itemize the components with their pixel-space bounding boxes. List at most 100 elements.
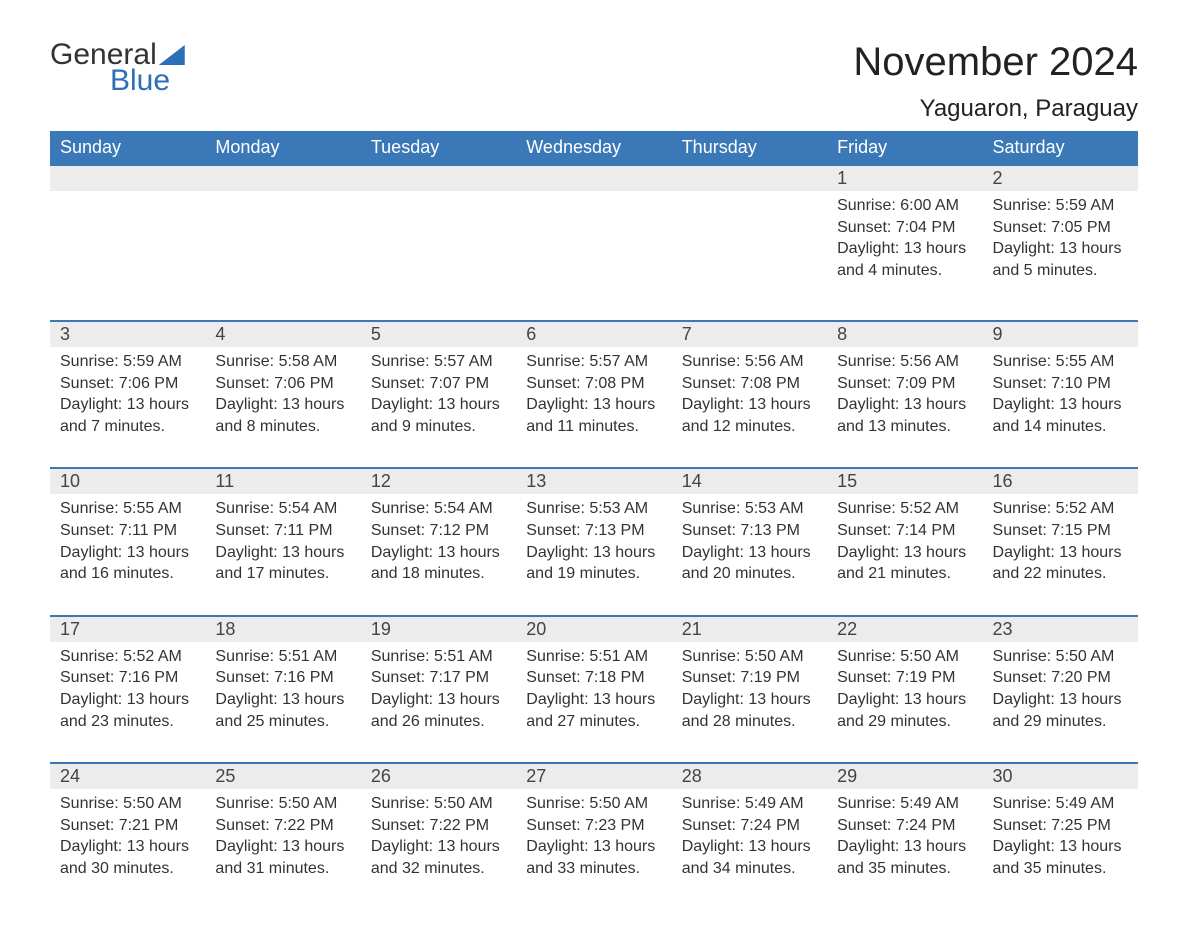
day-details <box>516 191 671 320</box>
daylight-text: Daylight: 13 hours and 27 minutes. <box>526 689 661 732</box>
day-cell: . <box>516 165 671 321</box>
sunrise-text: Sunrise: 5:53 AM <box>526 498 661 520</box>
day-header: Saturday <box>983 131 1138 165</box>
day-details: Sunrise: 5:55 AMSunset: 7:10 PMDaylight:… <box>983 347 1138 467</box>
sunset-text: Sunset: 7:13 PM <box>526 520 661 542</box>
sunset-text: Sunset: 7:24 PM <box>682 815 817 837</box>
day-number: 27 <box>516 764 671 789</box>
brand-word2: Blue <box>110 66 185 96</box>
sunrise-text: Sunrise: 5:54 AM <box>371 498 506 520</box>
sunrise-text: Sunrise: 5:58 AM <box>215 351 350 373</box>
day-number: 10 <box>50 469 205 494</box>
week-row: .....1Sunrise: 6:00 AMSunset: 7:04 PMDay… <box>50 165 1138 321</box>
week-row: 24Sunrise: 5:50 AMSunset: 7:21 PMDayligh… <box>50 763 1138 909</box>
day-header: Tuesday <box>361 131 516 165</box>
day-number: 19 <box>361 617 516 642</box>
day-details: Sunrise: 5:50 AMSunset: 7:19 PMDaylight:… <box>672 642 827 762</box>
week-row: 3Sunrise: 5:59 AMSunset: 7:06 PMDaylight… <box>50 321 1138 468</box>
sunset-text: Sunset: 7:25 PM <box>993 815 1128 837</box>
day-number: . <box>672 166 827 191</box>
day-cell: 1Sunrise: 6:00 AMSunset: 7:04 PMDaylight… <box>827 165 982 321</box>
daylight-text: Daylight: 13 hours and 16 minutes. <box>60 542 195 585</box>
day-cell: 9Sunrise: 5:55 AMSunset: 7:10 PMDaylight… <box>983 321 1138 468</box>
day-number: 25 <box>205 764 360 789</box>
daylight-text: Daylight: 13 hours and 22 minutes. <box>993 542 1128 585</box>
day-details: Sunrise: 5:59 AMSunset: 7:05 PMDaylight:… <box>983 191 1138 311</box>
sunset-text: Sunset: 7:21 PM <box>60 815 195 837</box>
day-cell: 3Sunrise: 5:59 AMSunset: 7:06 PMDaylight… <box>50 321 205 468</box>
day-header: Thursday <box>672 131 827 165</box>
day-number: 2 <box>983 166 1138 191</box>
day-details <box>672 191 827 320</box>
sunrise-text: Sunrise: 5:56 AM <box>682 351 817 373</box>
sunrise-text: Sunrise: 5:50 AM <box>371 793 506 815</box>
day-cell: 8Sunrise: 5:56 AMSunset: 7:09 PMDaylight… <box>827 321 982 468</box>
daylight-text: Daylight: 13 hours and 21 minutes. <box>837 542 972 585</box>
day-details: Sunrise: 5:55 AMSunset: 7:11 PMDaylight:… <box>50 494 205 614</box>
day-header: Friday <box>827 131 982 165</box>
sunset-text: Sunset: 7:23 PM <box>526 815 661 837</box>
sunset-text: Sunset: 7:14 PM <box>837 520 972 542</box>
sunrise-text: Sunrise: 5:50 AM <box>60 793 195 815</box>
day-number: . <box>361 166 516 191</box>
sunset-text: Sunset: 7:19 PM <box>682 667 817 689</box>
day-header: Monday <box>205 131 360 165</box>
daylight-text: Daylight: 13 hours and 4 minutes. <box>837 238 972 281</box>
day-cell: 17Sunrise: 5:52 AMSunset: 7:16 PMDayligh… <box>50 616 205 763</box>
day-cell: 14Sunrise: 5:53 AMSunset: 7:13 PMDayligh… <box>672 468 827 615</box>
day-details: Sunrise: 5:56 AMSunset: 7:08 PMDaylight:… <box>672 347 827 467</box>
sunrise-text: Sunrise: 5:51 AM <box>371 646 506 668</box>
sunset-text: Sunset: 7:11 PM <box>60 520 195 542</box>
sunset-text: Sunset: 7:19 PM <box>837 667 972 689</box>
sunrise-text: Sunrise: 5:52 AM <box>993 498 1128 520</box>
sunrise-text: Sunrise: 5:49 AM <box>993 793 1128 815</box>
day-cell: . <box>361 165 516 321</box>
sunrise-text: Sunrise: 5:50 AM <box>837 646 972 668</box>
page-header: General Blue November 2024 Yaguaron, Par… <box>50 40 1138 123</box>
sunrise-text: Sunrise: 5:59 AM <box>993 195 1128 217</box>
sunrise-text: Sunrise: 5:59 AM <box>60 351 195 373</box>
day-number: 17 <box>50 617 205 642</box>
day-number: 28 <box>672 764 827 789</box>
day-details: Sunrise: 5:58 AMSunset: 7:06 PMDaylight:… <box>205 347 360 467</box>
daylight-text: Daylight: 13 hours and 9 minutes. <box>371 394 506 437</box>
sunset-text: Sunset: 7:15 PM <box>993 520 1128 542</box>
day-details: Sunrise: 5:50 AMSunset: 7:22 PMDaylight:… <box>361 789 516 909</box>
day-details: Sunrise: 5:50 AMSunset: 7:21 PMDaylight:… <box>50 789 205 909</box>
sail-icon <box>159 45 185 65</box>
day-cell: 20Sunrise: 5:51 AMSunset: 7:18 PMDayligh… <box>516 616 671 763</box>
daylight-text: Daylight: 13 hours and 13 minutes. <box>837 394 972 437</box>
day-details: Sunrise: 5:57 AMSunset: 7:07 PMDaylight:… <box>361 347 516 467</box>
day-cell: 11Sunrise: 5:54 AMSunset: 7:11 PMDayligh… <box>205 468 360 615</box>
sunrise-text: Sunrise: 5:55 AM <box>60 498 195 520</box>
day-header: Sunday <box>50 131 205 165</box>
sunset-text: Sunset: 7:08 PM <box>682 373 817 395</box>
location-label: Yaguaron, Paraguay <box>853 95 1138 123</box>
sunrise-text: Sunrise: 5:56 AM <box>837 351 972 373</box>
daylight-text: Daylight: 13 hours and 8 minutes. <box>215 394 350 437</box>
sunrise-text: Sunrise: 5:50 AM <box>526 793 661 815</box>
sunset-text: Sunset: 7:05 PM <box>993 217 1128 239</box>
sunset-text: Sunset: 7:17 PM <box>371 667 506 689</box>
sunrise-text: Sunrise: 6:00 AM <box>837 195 972 217</box>
sunset-text: Sunset: 7:16 PM <box>215 667 350 689</box>
day-number: . <box>516 166 671 191</box>
day-details: Sunrise: 5:53 AMSunset: 7:13 PMDaylight:… <box>672 494 827 614</box>
daylight-text: Daylight: 13 hours and 29 minutes. <box>993 689 1128 732</box>
day-cell: 28Sunrise: 5:49 AMSunset: 7:24 PMDayligh… <box>672 763 827 909</box>
sunrise-text: Sunrise: 5:52 AM <box>837 498 972 520</box>
day-cell: . <box>205 165 360 321</box>
daylight-text: Daylight: 13 hours and 28 minutes. <box>682 689 817 732</box>
day-cell: . <box>672 165 827 321</box>
sunset-text: Sunset: 7:22 PM <box>215 815 350 837</box>
day-cell: 24Sunrise: 5:50 AMSunset: 7:21 PMDayligh… <box>50 763 205 909</box>
day-cell: 30Sunrise: 5:49 AMSunset: 7:25 PMDayligh… <box>983 763 1138 909</box>
day-number: 30 <box>983 764 1138 789</box>
day-cell: 16Sunrise: 5:52 AMSunset: 7:15 PMDayligh… <box>983 468 1138 615</box>
day-cell: 12Sunrise: 5:54 AMSunset: 7:12 PMDayligh… <box>361 468 516 615</box>
day-details: Sunrise: 5:53 AMSunset: 7:13 PMDaylight:… <box>516 494 671 614</box>
sunrise-text: Sunrise: 5:50 AM <box>682 646 817 668</box>
day-number: 29 <box>827 764 982 789</box>
daylight-text: Daylight: 13 hours and 19 minutes. <box>526 542 661 585</box>
sunset-text: Sunset: 7:06 PM <box>60 373 195 395</box>
